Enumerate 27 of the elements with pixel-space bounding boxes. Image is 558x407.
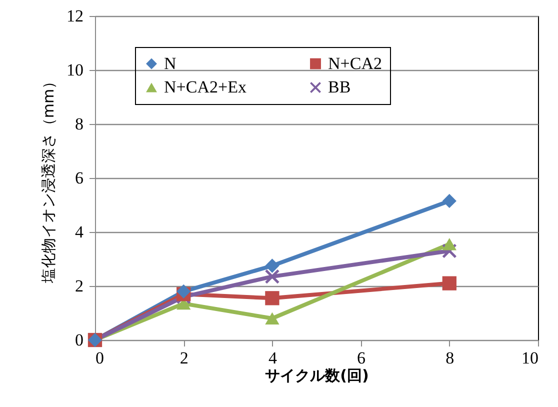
point bbox=[442, 194, 456, 208]
point bbox=[265, 291, 280, 306]
legend-label: BB bbox=[328, 78, 351, 96]
y-tick-label: 8 bbox=[75, 114, 84, 134]
x-tick-label: 2 bbox=[180, 348, 188, 368]
y-tick-label: 12 bbox=[66, 6, 84, 26]
x-tick-label: 0 bbox=[96, 348, 104, 368]
point bbox=[176, 284, 191, 298]
legend-label: N+CA2 bbox=[328, 54, 382, 73]
x-tick-label: 8 bbox=[446, 348, 454, 368]
x-tick-label: 6 bbox=[357, 348, 366, 368]
y-axis-title: 塩化物イオン浸透深さ（mm） bbox=[40, 74, 58, 284]
x-axis-title: サイクル数(回) bbox=[265, 366, 369, 384]
y-tick-label: 0 bbox=[75, 330, 84, 350]
legend-label: N bbox=[164, 54, 176, 73]
y-tick-label: 10 bbox=[66, 60, 84, 80]
point bbox=[442, 238, 456, 250]
x-tick-label: 4 bbox=[268, 348, 278, 368]
legend-label: N+CA2+Ex bbox=[164, 78, 247, 96]
y-tick-label: 4 bbox=[75, 222, 84, 242]
point bbox=[265, 269, 280, 284]
point bbox=[265, 312, 280, 325]
x-tick-label: 10 bbox=[522, 348, 538, 368]
y-tick-label: 2 bbox=[75, 276, 84, 296]
y-tick-label: 6 bbox=[75, 168, 84, 188]
point bbox=[265, 258, 280, 273]
point bbox=[442, 276, 456, 290]
